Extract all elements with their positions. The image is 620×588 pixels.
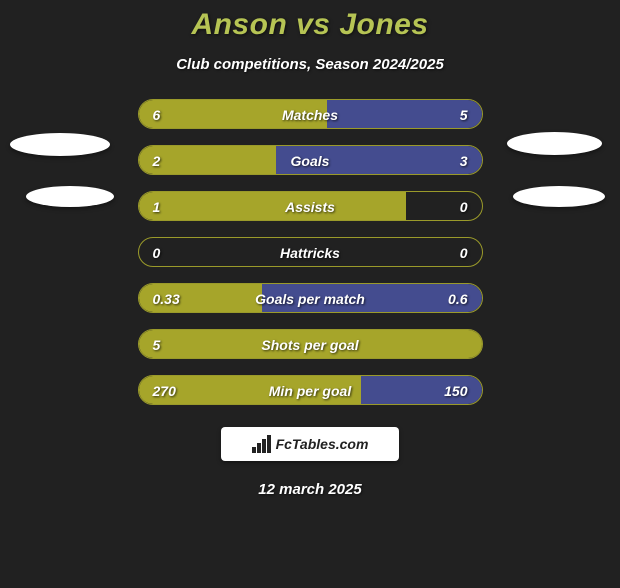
chart-icon — [252, 435, 272, 453]
title-left: Anson — [191, 8, 287, 41]
comparison-rows: 65Matches23Goals10Assists00Hattricks0.33… — [0, 99, 620, 405]
stat-bar-right — [327, 100, 481, 128]
stat-bar-left — [139, 146, 276, 174]
title-vs: vs — [296, 8, 330, 41]
stat-row: 5Shots per goal — [138, 329, 483, 359]
stat-row: 23Goals — [138, 145, 483, 175]
stat-bar-left — [139, 100, 328, 128]
fctables-link[interactable]: FcTables.com — [221, 427, 399, 461]
title-right: Jones — [339, 8, 428, 41]
date: 12 march 2025 — [0, 481, 620, 498]
page-title: Anson vs Jones — [0, 8, 620, 42]
stat-bar-left — [139, 284, 262, 312]
stat-row: 10Assists — [138, 191, 483, 221]
stat-value-right: 0 — [460, 238, 468, 267]
stat-row: 0 0Hattricks — [138, 237, 483, 267]
stat-value-left: 0 — [153, 238, 161, 267]
stat-value-right: 0 — [460, 192, 468, 221]
stat-row: 65Matches — [138, 99, 483, 129]
stat-bar-right — [361, 376, 481, 404]
stat-bar-right — [262, 284, 482, 312]
stat-bar-left — [139, 192, 407, 220]
subtitle: Club competitions, Season 2024/2025 — [0, 56, 620, 73]
stat-bar-right — [276, 146, 482, 174]
stat-row: 270150Min per goal — [138, 375, 483, 405]
stat-bar-left — [139, 376, 362, 404]
footer-brand: FcTables.com — [276, 436, 369, 452]
stat-label: Hattricks — [139, 238, 482, 267]
stat-bar-left — [139, 330, 482, 358]
stat-row: 0.330.6Goals per match — [138, 283, 483, 313]
